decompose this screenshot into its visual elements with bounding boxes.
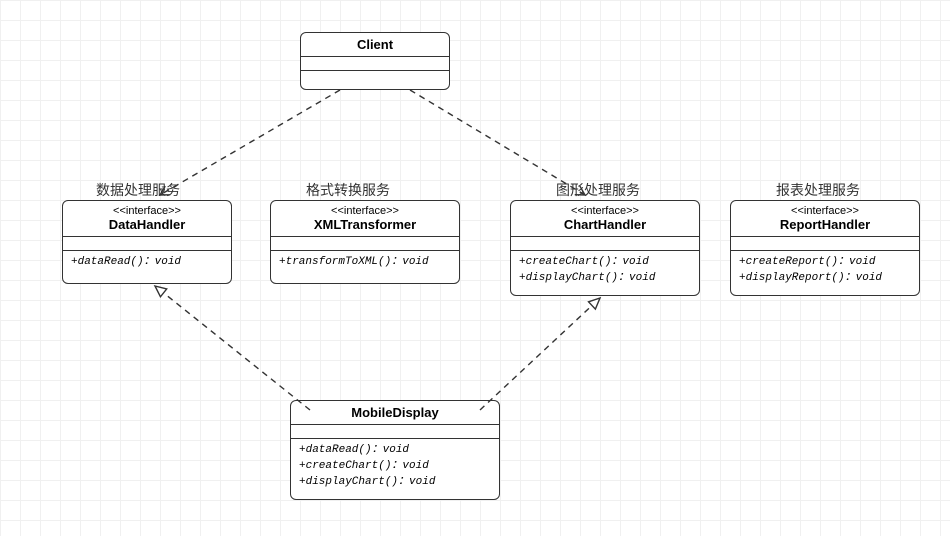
section-label-data: 数据处理服务 xyxy=(96,180,180,200)
class-name: ChartHandler xyxy=(564,217,646,232)
stereotype-label: <<interface>> xyxy=(69,205,225,217)
stereotype-label: <<interface>> xyxy=(277,205,453,217)
section-label-format: 格式转换服务 xyxy=(306,180,390,200)
uml-client-title: Client xyxy=(301,33,449,57)
method: +createReport()：void xyxy=(739,255,911,271)
edge-mobile-charthandler xyxy=(480,298,600,410)
uml-reporthandler-methods: +createReport()：void +displayReport()：vo… xyxy=(731,251,919,291)
uml-xmltransformer-attrs xyxy=(271,237,459,251)
method: +displayReport()：void xyxy=(739,271,911,287)
uml-datahandler-title: <<interface>> DataHandler xyxy=(63,201,231,237)
method: +createChart()：void xyxy=(299,459,491,475)
section-label-chart: 图形处理服务 xyxy=(556,180,640,200)
uml-mobiledisplay-methods: +dataRead()：void +createChart()：void +di… xyxy=(291,439,499,495)
uml-reporthandler-title: <<interface>> ReportHandler xyxy=(731,201,919,237)
uml-xmltransformer-title: <<interface>> XMLTransformer xyxy=(271,201,459,237)
uml-reporthandler-attrs xyxy=(731,237,919,251)
method: +dataRead()：void xyxy=(71,255,223,271)
uml-datahandler: <<interface>> DataHandler +dataRead()：vo… xyxy=(62,200,232,284)
uml-client-attrs xyxy=(301,57,449,71)
edge-mobile-datahandler xyxy=(155,286,310,410)
method: +displayChart()：void xyxy=(299,475,491,491)
stereotype-label: <<interface>> xyxy=(737,205,913,217)
stereotype-label: <<interface>> xyxy=(517,205,693,217)
method: +createChart()：void xyxy=(519,255,691,271)
uml-charthandler: <<interface>> ChartHandler +createChart(… xyxy=(510,200,700,296)
uml-charthandler-title: <<interface>> ChartHandler xyxy=(511,201,699,237)
uml-datahandler-methods: +dataRead()：void xyxy=(63,251,231,275)
uml-mobiledisplay-title: MobileDisplay xyxy=(291,401,499,425)
uml-xmltransformer: <<interface>> XMLTransformer +transformT… xyxy=(270,200,460,284)
class-name: ReportHandler xyxy=(780,217,870,232)
uml-xmltransformer-methods: +transformToXML()：void xyxy=(271,251,459,275)
class-name: XMLTransformer xyxy=(314,217,416,232)
uml-client-methods xyxy=(301,71,449,79)
uml-mobiledisplay-attrs xyxy=(291,425,499,439)
uml-charthandler-attrs xyxy=(511,237,699,251)
method: +transformToXML()：void xyxy=(279,255,451,271)
uml-client: Client xyxy=(300,32,450,90)
section-label-report: 报表处理服务 xyxy=(776,180,860,200)
method: +dataRead()：void xyxy=(299,443,491,459)
method: +displayChart()：void xyxy=(519,271,691,287)
uml-mobiledisplay: MobileDisplay +dataRead()：void +createCh… xyxy=(290,400,500,500)
class-name: DataHandler xyxy=(109,217,186,232)
uml-datahandler-attrs xyxy=(63,237,231,251)
uml-charthandler-methods: +createChart()：void +displayChart()：void xyxy=(511,251,699,291)
uml-reporthandler: <<interface>> ReportHandler +createRepor… xyxy=(730,200,920,296)
